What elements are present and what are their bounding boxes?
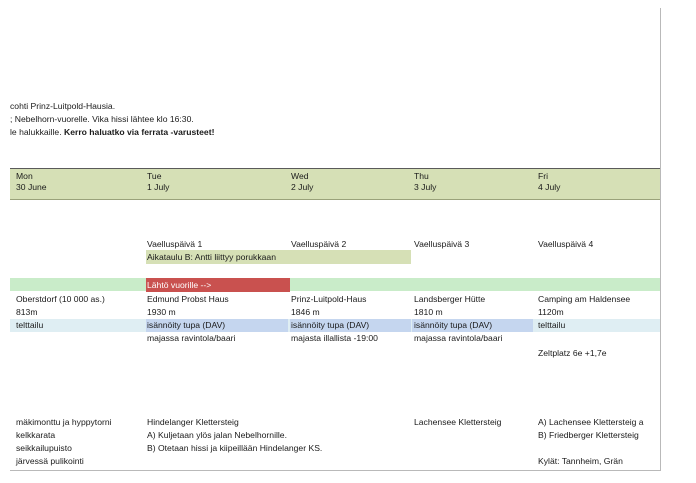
header-day-fri: Fri (538, 171, 549, 181)
activity-tue-3: B) Otetaan hissi ja kiipeillään Hindelan… (147, 443, 323, 453)
lodging-wed: isännöity tupa (DAV) (291, 320, 370, 330)
note-line-2: ; Nebelhorn-vuorelle. Vika hissi lähtee … (10, 114, 194, 124)
schedule-b-text: Aikataulu B: Antti liittyy porukkaan (147, 252, 276, 262)
activity-mon-2: kelkkarata (16, 430, 56, 440)
place-altitude-thu: 1810 m (414, 307, 443, 317)
camping-price: Zeltplatz 6e +1,7e (538, 348, 607, 358)
activity-mon-3: seikkailupuisto (16, 443, 72, 453)
place-altitude-wed: 1846 m (291, 307, 320, 317)
place-name-tue: Edmund Probst Haus (147, 294, 229, 304)
lodging-cell-thu (412, 319, 533, 332)
activity-mon-4: järvessä pulikointi (16, 456, 84, 466)
place-name-wed: Prinz-Luitpold-Haus (291, 294, 367, 304)
activity-tue-2: A) Kuljetaan ylös jalan Nebelhornille. (147, 430, 287, 440)
lodging-fri: telttailu (538, 320, 566, 330)
place-altitude-tue: 1930 m (147, 307, 176, 317)
header-date-thu: 3 July (414, 182, 437, 192)
place-name-thu: Landsberger Hütte (414, 294, 486, 304)
activity-tue-1: Hindelanger Klettersteig (147, 417, 239, 427)
departure-row (10, 278, 660, 291)
lodging-mon: telttailu (16, 320, 44, 330)
activity-thu-1: Lachensee Klettersteig (414, 417, 502, 427)
activity-mon-1: mäkimonttu ja hyppytorni (16, 417, 112, 427)
header-date-tue: 1 July (147, 182, 170, 192)
header-day-tue: Tue (147, 171, 162, 181)
header-day-wed: Wed (291, 171, 309, 181)
header-date-mon: 30 June (16, 182, 47, 192)
note-line-1: cohti Prinz-Luitpold-Hausia. (10, 101, 116, 111)
place-altitude-fri: 1120m (538, 307, 564, 317)
food-tue: majassa ravintola/baari (147, 333, 236, 343)
spreadsheet-grid: cohti Prinz-Luitpold-Hausia. ; Nebelhorn… (10, 8, 661, 471)
day-header-row (10, 168, 660, 200)
hiking-day-3: Vaelluspäivä 3 (414, 239, 470, 249)
place-name-fri: Camping am Haldensee (538, 294, 631, 304)
note-line-3-bold: Kerro haluatko via ferrata -varusteet! (63, 127, 215, 137)
hiking-day-2: Vaelluspäivä 2 (291, 239, 347, 249)
activity-fri-3: Kylät: Tannheim, Grän (538, 456, 623, 466)
food-wed: majasta illallista -19:00 (291, 333, 378, 343)
activity-fri-2: B) Friedberger Klettersteig (538, 430, 639, 440)
hiking-day-4: Vaelluspäivä 4 (538, 239, 594, 249)
lodging-tue: isännöity tupa (DAV) (147, 320, 226, 330)
note-line-3-plain: le halukkaille. (10, 127, 64, 137)
activity-fri-1: A) Lachensee Klettersteig a (538, 417, 644, 427)
schedule-b-cell (146, 250, 411, 264)
header-date-wed: 2 July (291, 182, 314, 192)
place-name-mon: Oberstdorf (10 000 as.) (16, 294, 105, 304)
header-day-thu: Thu (414, 171, 429, 181)
note-line-3: le halukkaille. Kerro haluatko via ferra… (10, 127, 214, 138)
lodging-cell-tue (146, 319, 288, 332)
food-thu: majassa ravintola/baari (414, 333, 503, 343)
departure-text: Lähtö vuorille --> (147, 280, 212, 290)
lodging-cell-wed (290, 319, 411, 332)
header-day-mon: Mon (16, 171, 33, 181)
place-altitude-mon: 813m (16, 307, 38, 317)
lodging-thu: isännöity tupa (DAV) (414, 320, 493, 330)
departure-cell (146, 278, 290, 292)
hiking-day-1: Vaelluspäivä 1 (147, 239, 203, 249)
header-date-fri: 4 July (538, 182, 561, 192)
